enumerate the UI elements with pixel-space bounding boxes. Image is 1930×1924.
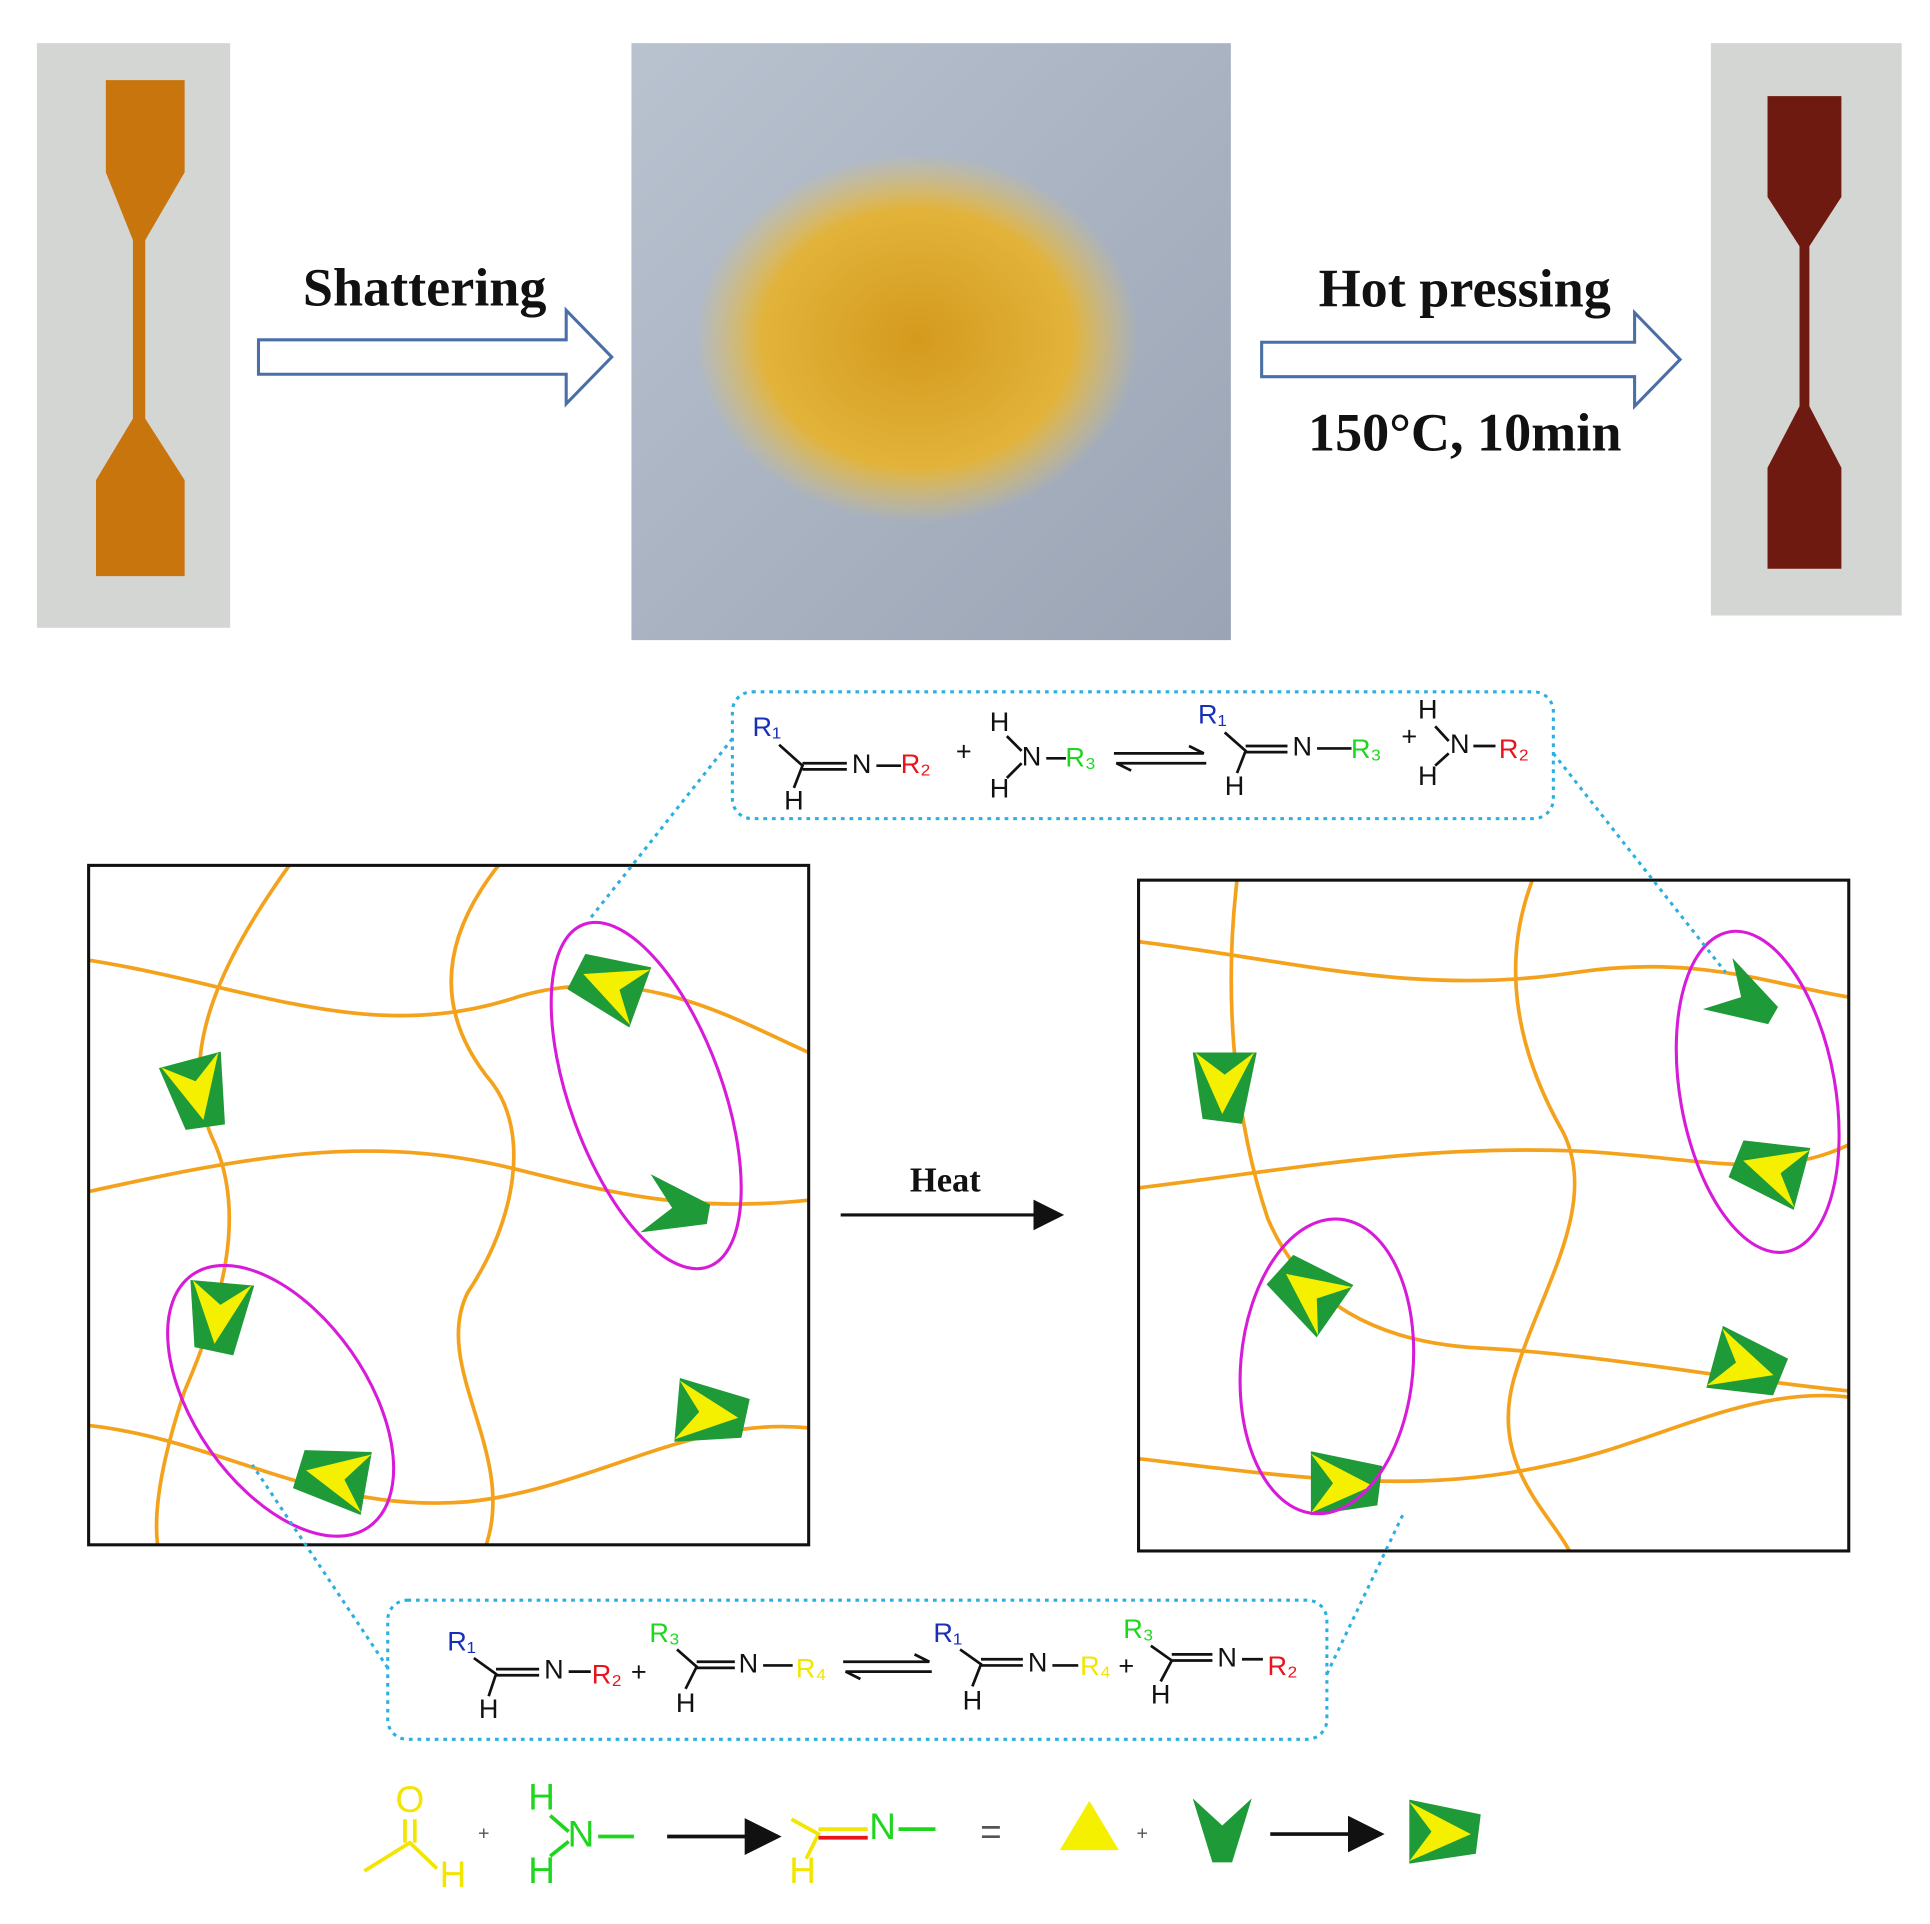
photo-recycled [1710,43,1902,616]
atom: H [1151,1678,1171,1709]
plus: + [478,1822,490,1844]
plus: + [1118,1650,1134,1681]
atom: N [1028,1646,1048,1677]
atom: N [1217,1641,1237,1672]
atom: N [1022,740,1042,771]
atom: N [869,1806,896,1847]
atom: H [963,1685,983,1716]
atom: H [1225,770,1245,801]
atom: N [544,1654,564,1685]
atom: R₁ [1198,699,1227,730]
block-arrow [256,306,1683,411]
atom: R₁ [752,711,781,742]
atom: H [479,1693,499,1724]
network-before [87,863,811,1547]
atom: N [852,748,872,779]
atom: H [789,1850,816,1891]
arrow-label: Heat [910,1162,981,1200]
callout [251,690,1727,1741]
atom: N [1292,731,1312,762]
photo-original [36,43,231,628]
atom: H [676,1687,696,1718]
atom: H [528,1850,555,1891]
atom: H [528,1776,555,1817]
atom: H [1418,694,1438,725]
equation-imine-metathesis: R₁ H N R₂ + R₃ H N R₄ R₁ H N R₄ + R₃ H N… [447,1613,1297,1724]
atom: R₃ [649,1617,680,1648]
atom: R₁ [933,1617,962,1648]
plus: + [631,1656,647,1687]
atom: R₁ [447,1625,476,1656]
step-label: Shattering [303,257,547,317]
atom: R₃ [1065,742,1096,773]
network-after [1137,878,1851,1553]
plus: + [1401,721,1417,752]
step-condition: 150°C, 10min [1308,403,1621,463]
atom: R₂ [592,1659,622,1690]
atom: N [739,1648,759,1679]
photo-powder [631,43,1231,641]
atom: R₃ [1123,1613,1154,1644]
atom: O [396,1779,425,1820]
atom: R₂ [1499,733,1529,764]
plus: + [1136,1822,1148,1844]
atom: R₄ [1080,1650,1111,1681]
plus: + [956,736,972,767]
atom: H [990,772,1010,803]
equation-amine-exchange: R₁ H N R₂ + H N H R₃ R₁ H N R₃ + H N H R… [752,694,1529,816]
atom: H [784,785,804,816]
atom: H [1418,760,1438,791]
atom: R₄ [796,1653,827,1684]
step-label: Hot pressing [1319,259,1611,319]
equals: = [980,1811,1002,1852]
atom: R₃ [1351,733,1382,764]
atom: H [440,1854,467,1895]
atom: N [1450,728,1470,759]
atom: H [990,706,1010,737]
atom: N [568,1813,595,1854]
legend: O H + H N H H N = + [363,1776,1481,1895]
atom: R₂ [901,748,931,779]
atom: R₂ [1268,1650,1298,1681]
